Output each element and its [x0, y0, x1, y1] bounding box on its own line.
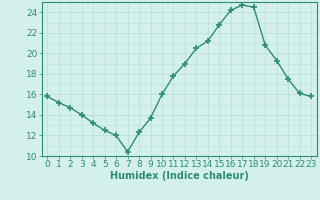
X-axis label: Humidex (Indice chaleur): Humidex (Indice chaleur) [110, 171, 249, 181]
